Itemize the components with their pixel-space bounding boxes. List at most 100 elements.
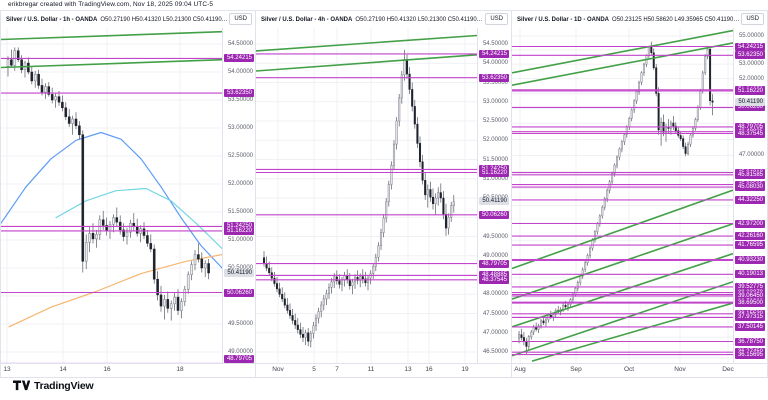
symbol-title: Silver / U.S. Dollar - 1h - OANDA	[6, 16, 98, 23]
level-price-label: 53.62350	[224, 89, 254, 98]
price-tick: 53.00000	[227, 125, 253, 131]
level-price-label: 53.62350	[735, 51, 765, 60]
level-price-label: 37.50145	[735, 322, 765, 331]
time-axis-4h[interactable]: Nov 5 7 11 13 16 19	[256, 363, 511, 377]
time-tick: Nov	[272, 366, 284, 373]
tradingview-logo-text: TradingView	[34, 379, 94, 392]
symbol-title: Silver / U.S. Dollar - 4h - OANDA	[261, 16, 353, 23]
time-tick: 18	[176, 366, 184, 373]
price-tick: 53.00000	[738, 61, 764, 68]
time-axis-1h[interactable]: 13 14 16 18	[1, 363, 255, 377]
level-price-label: 48.48885	[479, 271, 509, 280]
level-price-label: 54.24215	[224, 54, 254, 63]
price-tick: 51.00000	[482, 175, 508, 182]
price-tick: 49.00000	[482, 252, 508, 259]
currency-button[interactable]: USD	[229, 13, 252, 25]
level-price-label: 41.76595	[735, 241, 765, 250]
price-tick: 51.50000	[227, 209, 253, 215]
price-tick: 50.50000	[228, 264, 253, 272]
level-price-label: 45.08030	[735, 183, 765, 192]
price-tick: 47.00000	[738, 152, 764, 159]
last-price-label: 50.41190	[735, 98, 765, 107]
price-tick: 52.50000	[482, 118, 508, 124]
price-tick: 54.00000	[482, 60, 508, 67]
time-axis-1d[interactable]: Aug Sep Oct Nov Dec	[512, 363, 767, 377]
price-scale-1d[interactable]: 55.00000 53.00000 52.00000 47.00000 54.24215…	[734, 28, 766, 363]
tradingview-logo-link[interactable]: TradingView	[13, 379, 94, 392]
last-price-label: 50.41190	[224, 268, 254, 277]
time-tick: 5	[312, 366, 316, 373]
price-tick: 49.50000	[482, 233, 508, 240]
currency-button[interactable]: USD	[741, 13, 764, 25]
price-tick: 53.00000	[482, 98, 508, 105]
price-tick: 53.50000	[482, 79, 508, 86]
last-price-label: 50.41190	[479, 197, 509, 206]
time-tick: Aug	[514, 366, 526, 373]
price-tick: 47.00000	[482, 329, 508, 336]
chart-panel-1h: Silver / U.S. Dollar - 1h - OANDA O50.27…	[0, 10, 256, 378]
price-tick: 46.50000	[482, 349, 508, 355]
level-price-label: 36.15695	[735, 350, 765, 359]
time-tick: 11	[367, 366, 375, 373]
price-chart-4h[interactable]	[256, 28, 478, 363]
chart-grid: Silver / U.S. Dollar - 1h - OANDA O50.27…	[0, 10, 768, 378]
level-price-label: 40.93230	[735, 256, 765, 265]
ma-orange	[8, 254, 222, 328]
chart-header-1d: Silver / U.S. Dollar - 1D - OANDA O50.23…	[512, 11, 767, 28]
tradingview-logo-icon	[13, 380, 30, 391]
price-tick: 55.00000	[738, 33, 764, 39]
trendlines	[256, 34, 477, 72]
time-tick: 7	[335, 366, 339, 373]
price-scale-4h[interactable]: 54.50000 54.00000 53.50000 53.00000 52.50000…	[478, 28, 510, 363]
level-price-label: 45.81585	[735, 170, 765, 179]
level-price-label: 42.26160	[735, 232, 765, 241]
price-tick: 54.50000	[227, 41, 253, 47]
ma-blue	[1, 131, 222, 269]
level-price-label: 51.16220	[735, 86, 765, 95]
level-price-label: 50.06260	[479, 210, 509, 219]
price-tick: 52.00000	[482, 137, 508, 144]
price-chart-1d[interactable]	[512, 28, 734, 363]
level-price-label: 48.37545	[479, 275, 509, 284]
level-price-label: 39.52775	[735, 282, 765, 291]
price-tick: 51.00000	[227, 237, 253, 243]
level-price-label: 50.06260	[224, 288, 254, 297]
level-price-label: 51.16220	[479, 168, 509, 177]
level-price-label: 48.79705	[735, 122, 765, 131]
price-tick: 47.50000	[482, 310, 508, 317]
candlestick-canvas-4h	[256, 28, 477, 363]
price-tick: 48.00000	[482, 291, 508, 298]
level-price-label: 51.16220	[224, 226, 254, 235]
level-price-label: 48.79705	[224, 355, 254, 363]
candles	[6, 47, 210, 321]
level-price-label: 53.62350	[479, 73, 509, 82]
price-scale-1h[interactable]: 54.50000 54.00000 53.50000 53.00000 52.50000…	[223, 28, 255, 363]
trendlines	[512, 29, 733, 362]
level-price-label: 37.97315	[735, 313, 765, 322]
level-lines	[256, 53, 477, 281]
currency-button[interactable]: USD	[485, 13, 508, 25]
ohlc-values: O50.23125 H50.58620 L49.35965 C50.41190…	[612, 16, 740, 23]
candles	[262, 49, 455, 348]
time-tick: 13	[404, 366, 412, 373]
ma-lines	[1, 131, 222, 328]
level-price-label: 36.78750	[735, 337, 765, 346]
ohlc-values: O50.27190 H50.41320 L50.21300 C50.41190…	[100, 16, 228, 23]
price-tick: 54.50000	[482, 41, 508, 47]
time-tick: 14	[59, 366, 67, 373]
candlestick-canvas-1h	[1, 28, 222, 363]
symbol-title: Silver / U.S. Dollar - 1D - OANDA	[517, 16, 610, 23]
price-tick: 49.00000	[227, 349, 253, 355]
chart-header-4h: Silver / U.S. Dollar - 4h - OANDA O50.27…	[256, 11, 511, 28]
attribution-text: erikbregar created with TradingView.com,…	[8, 1, 214, 8]
level-price-label: 51.24250	[224, 222, 254, 231]
price-tick: 52.50000	[227, 153, 253, 159]
candlestick-canvas-1d	[512, 28, 733, 363]
price-chart-1h[interactable]	[1, 28, 223, 363]
time-tick: 13	[3, 366, 11, 373]
time-tick: Dec	[722, 366, 734, 373]
trendlines	[1, 30, 222, 69]
price-tick: 52.00000	[738, 75, 764, 82]
level-price-label: 54.24215	[735, 42, 765, 51]
